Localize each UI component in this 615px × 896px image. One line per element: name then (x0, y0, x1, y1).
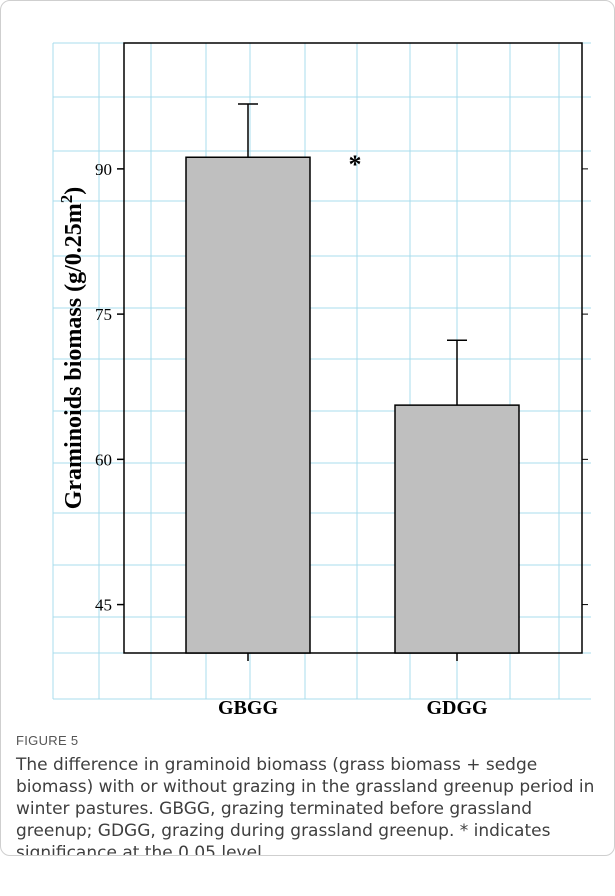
figure-caption: FIGURE 5 The difference in graminoid bio… (16, 733, 601, 856)
caption-text: The difference in graminoid biomass (gra… (16, 755, 595, 856)
y-axis-title-main: Graminoids biomass (g/0.25m (61, 203, 87, 509)
y-tick-label: 90 (95, 160, 112, 179)
y-axis-title-close: ) (61, 187, 87, 195)
figure-panel: * 45 60 75 90 GBGG GDGG Graminoids biomass (… (0, 0, 615, 856)
x-tick-label-gbgg: GBGG (218, 697, 278, 719)
plot-frame (123, 42, 583, 654)
figure-label: FIGURE 5 (16, 733, 79, 748)
y-tick-label: 60 (95, 450, 112, 469)
bar-gbgg (185, 156, 311, 654)
bar-chart: * 45 60 75 90 GBGG GDGG Graminoids biomass (… (52, 42, 591, 719)
y-tick-label: 75 (95, 305, 112, 324)
bar-gdgg (394, 404, 520, 654)
bars-group: * (185, 103, 520, 654)
y-tick-label: 45 (95, 596, 112, 615)
significance-marker: * (349, 150, 362, 179)
x-tick-label-gdgg: GDGG (426, 697, 488, 719)
y-axis-title-superscript: 2 (57, 195, 76, 204)
y-axis-title: Graminoids biomass (g/0.25m2) (57, 187, 87, 510)
x-axis-ticks: GBGG GDGG (218, 653, 488, 719)
y-axis-ticks: 45 60 75 90 (95, 160, 588, 615)
